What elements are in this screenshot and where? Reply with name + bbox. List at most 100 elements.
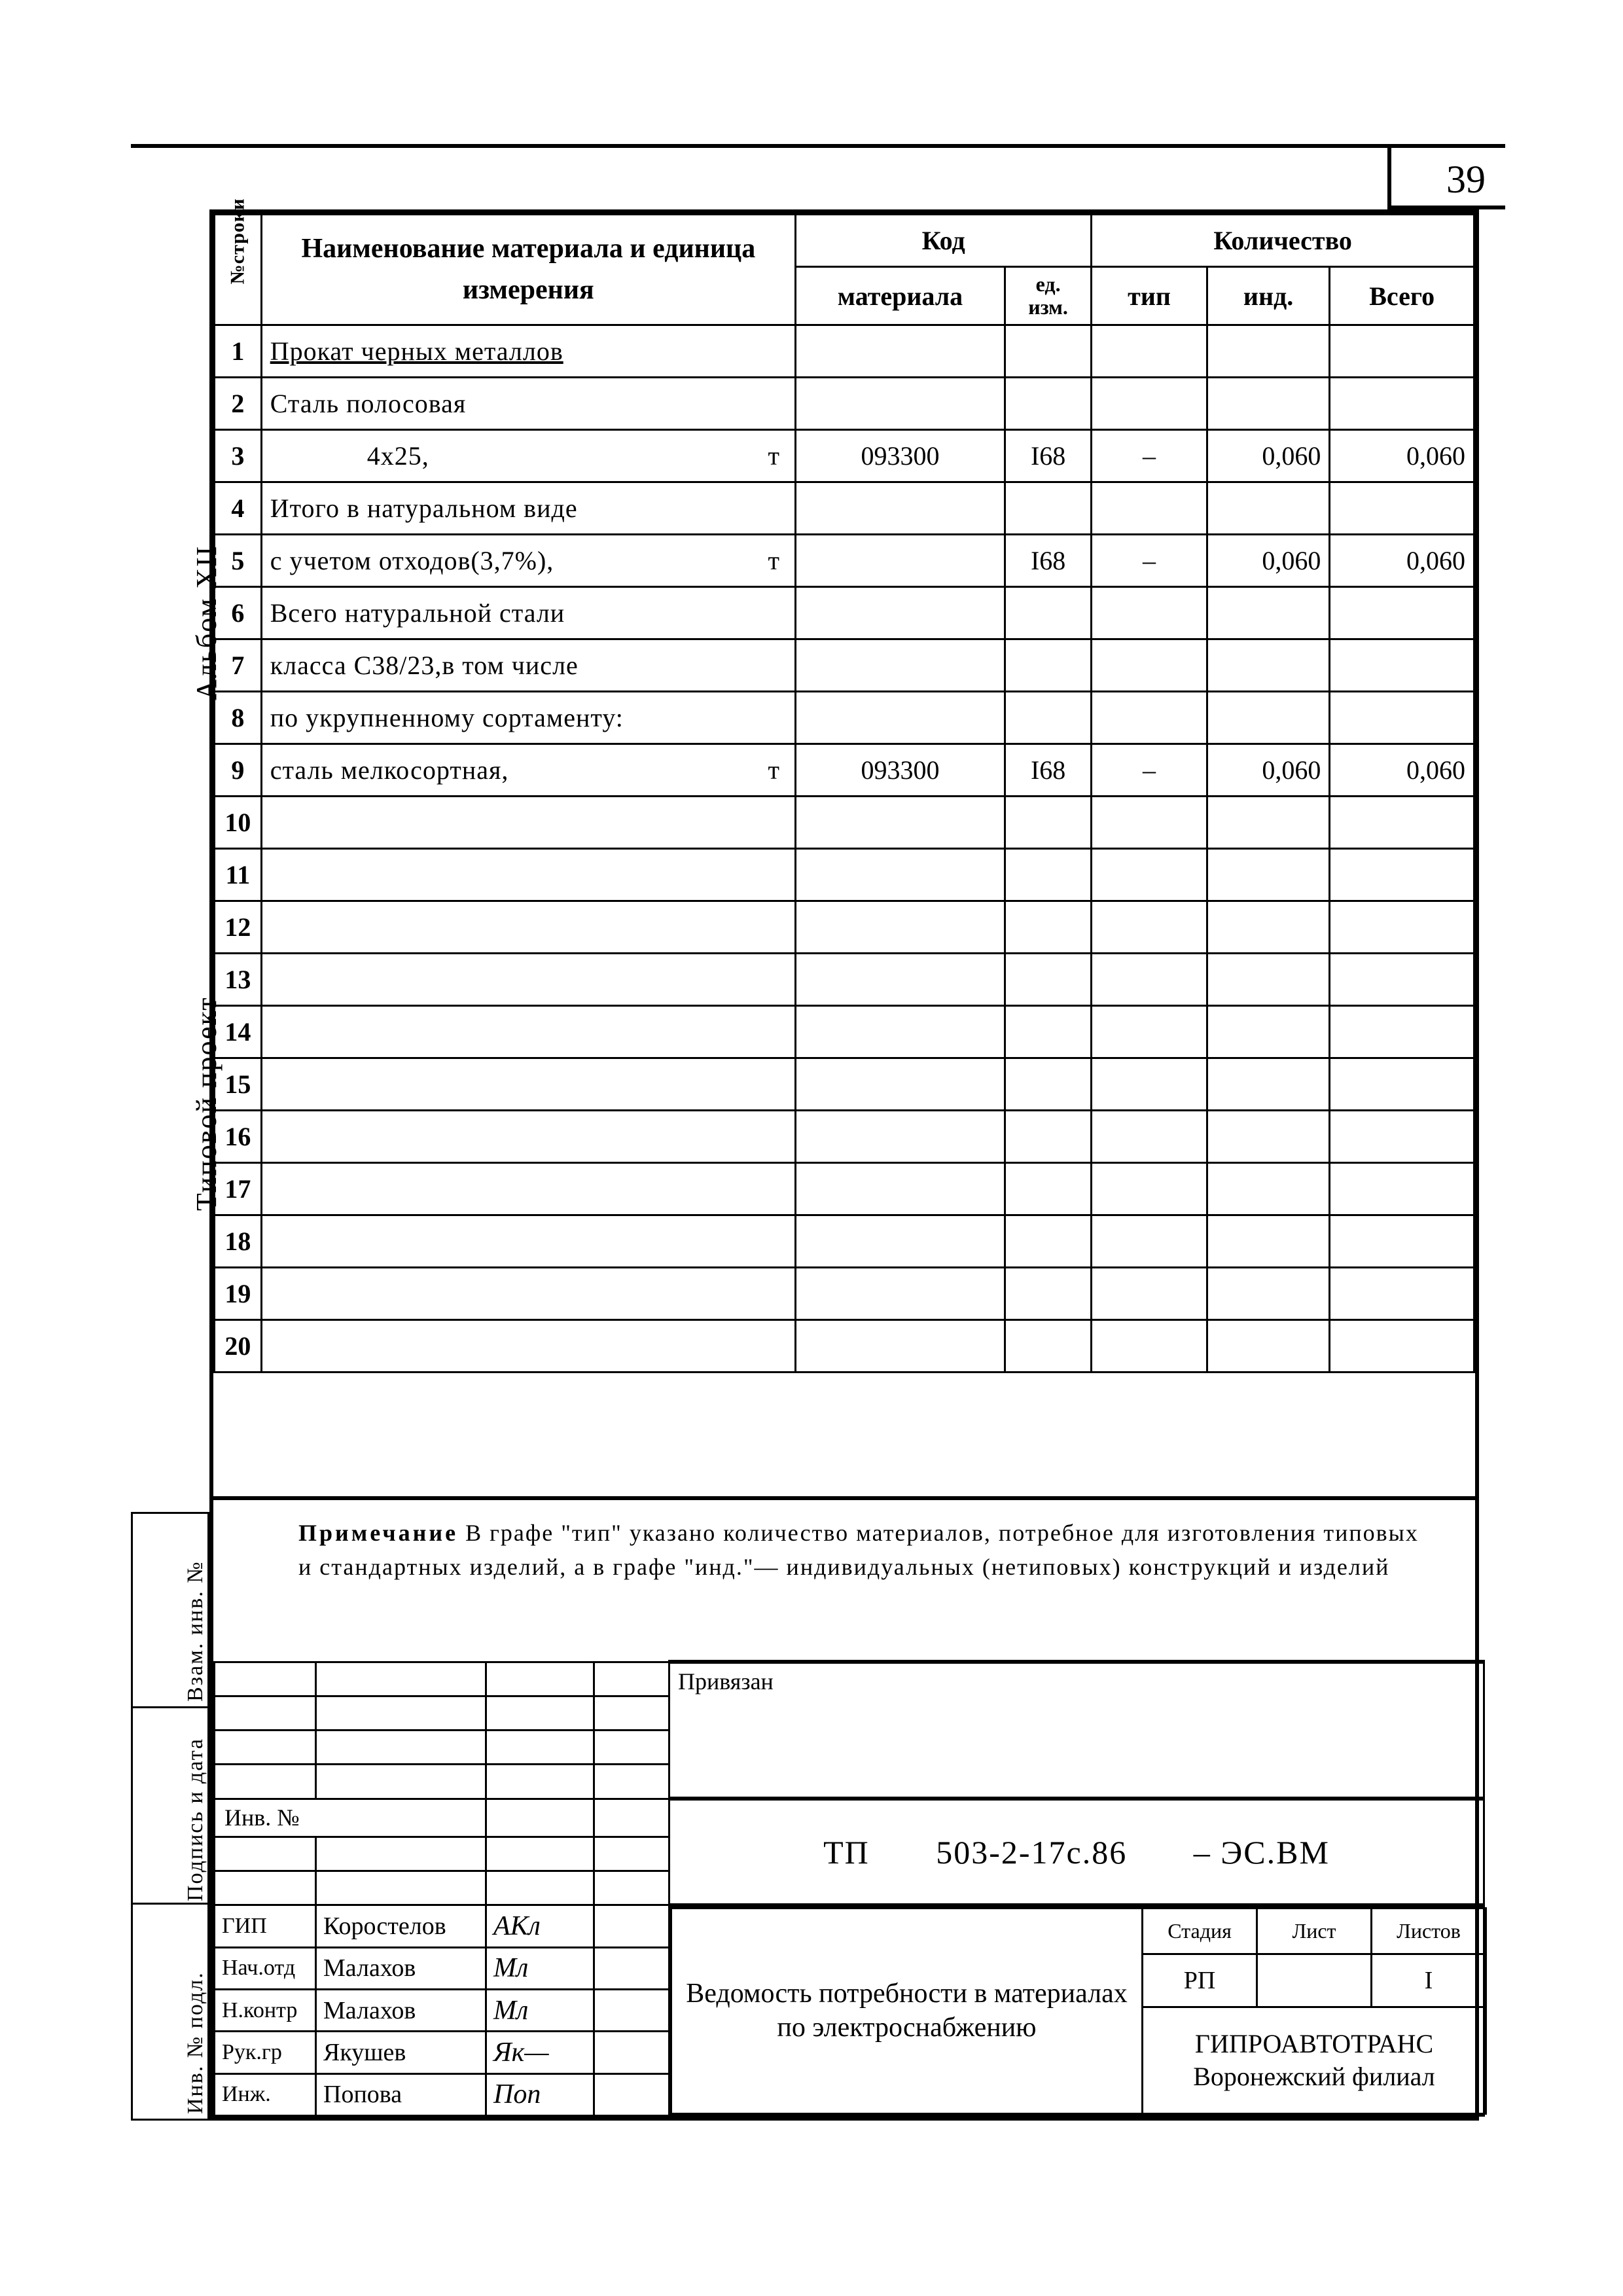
- cell-total: 0,060: [1330, 430, 1474, 482]
- cell-total: [1330, 1268, 1474, 1320]
- row-number: 5: [215, 535, 262, 587]
- signature-row: ГИПКоростеловАКлВедомость потребности в …: [215, 1905, 1484, 1947]
- cell-mat: [796, 849, 1005, 901]
- name-cell: Малахов: [316, 1947, 486, 1989]
- hdr-sheets: Листов: [1372, 1908, 1486, 1954]
- row-name: [261, 954, 795, 1006]
- name-cell: Малахов: [316, 1989, 486, 2031]
- table-row: 14: [215, 1006, 1474, 1058]
- name-cell: Коростелов: [316, 1905, 486, 1947]
- cell-ind: [1207, 1058, 1330, 1111]
- role-cell: Рук.гр: [215, 2032, 316, 2073]
- table-row: 6Всего натуральной стали: [215, 587, 1474, 639]
- signature-cell: АКл: [486, 1905, 594, 1947]
- side-label-podpis: Подпись и дата: [183, 1738, 208, 1901]
- cell-ind: 0,060: [1207, 535, 1330, 587]
- row-number: 2: [215, 378, 262, 430]
- row-number: 15: [215, 1058, 262, 1111]
- table-body: 1Прокат черных металлов2Сталь полосовая3…: [215, 325, 1474, 1372]
- table-row: 9сталь мелкосортная,т093300I68–0,0600,06…: [215, 744, 1474, 797]
- row-number: 17: [215, 1163, 262, 1215]
- row-number: 3: [215, 430, 262, 482]
- row-name: Всего натуральной стали: [261, 587, 795, 639]
- hdr-code: Код: [796, 215, 1092, 267]
- name-cell: Якушев: [316, 2032, 486, 2073]
- row-name: [261, 1268, 795, 1320]
- cell-ind: [1207, 954, 1330, 1006]
- row-number: 1: [215, 325, 262, 378]
- cell-tip: [1092, 1215, 1207, 1268]
- cell-mat: [796, 378, 1005, 430]
- side-label-vzam: Взам. инв. №: [183, 1560, 208, 1702]
- hdr-qty: Количество: [1092, 215, 1474, 267]
- cell-ed: [1005, 797, 1091, 849]
- designation-code: 503-2-17с.86: [936, 1834, 1127, 1871]
- row-number: 4: [215, 482, 262, 535]
- cell-mat: 093300: [796, 744, 1005, 797]
- cell-ind: [1207, 1163, 1330, 1215]
- cell-total: [1330, 797, 1474, 849]
- cell-tip: [1092, 378, 1207, 430]
- cell-ind: [1207, 378, 1330, 430]
- cell-ed: [1005, 1058, 1091, 1111]
- title-block: Привязан Инв. № ТП 503-2-17с.86 – ЭС.ВМ: [213, 1660, 1475, 2117]
- signature-cell: Поп: [486, 2073, 594, 2115]
- cell-ind: [1207, 587, 1330, 639]
- hdr-stage: Стадия: [1143, 1908, 1257, 1954]
- hdr-tip: тип: [1092, 267, 1207, 325]
- row-name: по укрупненному сортаменту:: [261, 692, 795, 744]
- cell-tip: [1092, 1320, 1207, 1372]
- date-cell: [594, 1947, 669, 1989]
- row-name: Прокат черных металлов: [261, 325, 795, 378]
- cell-total: [1330, 1163, 1474, 1215]
- cell-ind: [1207, 325, 1330, 378]
- cell-tip: [1092, 1163, 1207, 1215]
- row-name: класса С38/23,в том числе: [261, 639, 795, 692]
- val-stage: РП: [1143, 1954, 1257, 2007]
- cell-ed: [1005, 325, 1091, 378]
- org-cell: ГИПРОАВТОТРАНСВоронежский филиал: [1143, 2007, 1486, 2114]
- date-cell: [594, 2032, 669, 2073]
- hdr-unit: ед. изм.: [1005, 267, 1091, 325]
- cell-ind: [1207, 849, 1330, 901]
- role-cell: Нач.отд: [215, 1947, 316, 1989]
- row-name: [261, 1058, 795, 1111]
- cell-total: 0,060: [1330, 535, 1474, 587]
- val-sheet: [1257, 1954, 1372, 2007]
- table-row: 20: [215, 1320, 1474, 1372]
- inv-no-label: Инв. №: [215, 1799, 486, 1837]
- cell-tip: –: [1092, 744, 1207, 797]
- cell-mat: [796, 954, 1005, 1006]
- cell-ind: [1207, 1006, 1330, 1058]
- cell-ind: [1207, 482, 1330, 535]
- cell-ed: [1005, 482, 1091, 535]
- table-row: 8по укрупненному сортаменту:: [215, 692, 1474, 744]
- table-row: 18: [215, 1215, 1474, 1268]
- cell-total: [1330, 1320, 1474, 1372]
- row-name: [261, 1215, 795, 1268]
- cell-tip: [1092, 639, 1207, 692]
- row-name: 4х25,т: [261, 430, 795, 482]
- role-cell: Н.контр: [215, 1989, 316, 2031]
- cell-tip: [1092, 587, 1207, 639]
- table-row: 16: [215, 1111, 1474, 1163]
- priv-label: Привязан: [678, 1668, 774, 1695]
- cell-ed: [1005, 1215, 1091, 1268]
- note-text: Примечание В графе "тип" указано количес…: [298, 1520, 1419, 1580]
- hdr-name: Наименование материала и единица измерен…: [261, 215, 795, 325]
- row-number: 16: [215, 1111, 262, 1163]
- cell-total: [1330, 954, 1474, 1006]
- cell-ind: [1207, 1111, 1330, 1163]
- row-name: [261, 1163, 795, 1215]
- cell-mat: [796, 1111, 1005, 1163]
- materials-table: №строки Наименование материала и единица…: [213, 213, 1475, 1373]
- row-number: 9: [215, 744, 262, 797]
- cell-mat: [796, 325, 1005, 378]
- cell-tip: –: [1092, 535, 1207, 587]
- cell-ed: [1005, 1320, 1091, 1372]
- cell-total: [1330, 325, 1474, 378]
- drawing-frame: №строки Наименование материала и единица…: [209, 209, 1479, 2121]
- cell-total: [1330, 639, 1474, 692]
- designation-cell: ТП 503-2-17с.86 – ЭС.ВМ: [669, 1799, 1484, 1905]
- cell-mat: [796, 535, 1005, 587]
